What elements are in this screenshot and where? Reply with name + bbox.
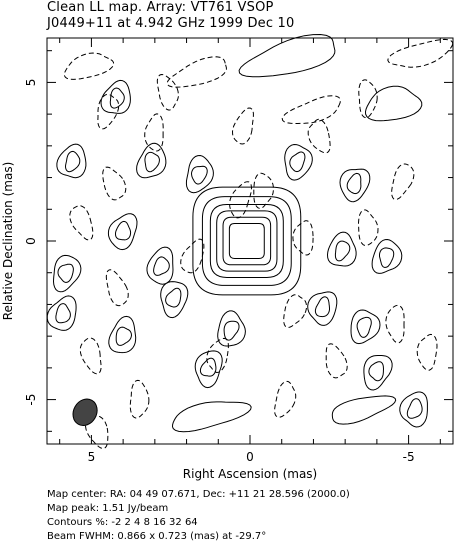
core-contour [192, 186, 302, 296]
positive-contour [217, 310, 246, 347]
positive-contour-inner [114, 220, 132, 241]
negative-contour [387, 38, 454, 68]
positive-contour [107, 213, 138, 251]
negative-contour [84, 415, 109, 450]
positive-contour [326, 231, 357, 267]
positive-contour-inner [346, 172, 362, 195]
map-peak-info: Map peak: 1.51 Jy/beam [47, 503, 169, 514]
map-center-info: Map center: RA: 04 49 07.671, Dec: +11 2… [47, 489, 350, 500]
positive-contour-inner [165, 287, 182, 308]
positive-contour [171, 401, 252, 433]
positive-contour [160, 281, 189, 319]
positive-contour [185, 154, 214, 194]
positive-contour [350, 309, 381, 345]
positive-contour [331, 395, 397, 425]
beam-ellipse [72, 398, 98, 426]
positive-contour-inner [223, 320, 240, 341]
x-tick-label: 5 [88, 450, 96, 464]
contours-info: Contours %: -2 2 4 8 16 32 64 [47, 517, 198, 528]
core-contour [216, 210, 278, 272]
positive-contour [146, 246, 174, 285]
positive-contour-inner [356, 316, 372, 338]
positive-contour [52, 254, 82, 293]
positive-contour-inner [57, 263, 74, 283]
core-contour [201, 196, 292, 286]
negative-contour [307, 118, 331, 154]
negative-contour [129, 379, 150, 419]
positive-contour-inner [109, 87, 125, 109]
negative-contour [416, 333, 438, 371]
negative-contour [391, 163, 415, 201]
axis-ticks [47, 38, 453, 444]
chart-title: Clean LL map. Array: VT761 VSOP [47, 0, 274, 15]
core-contour [228, 223, 265, 259]
positive-contour [100, 79, 131, 114]
positive-contour-inner [379, 247, 395, 268]
negative-contour [358, 79, 378, 119]
positive-contour [194, 350, 223, 389]
positive-contour-inner [199, 357, 217, 377]
positive-contour-inner [314, 296, 330, 318]
positive-contour-inner [55, 303, 71, 324]
negative-contour [281, 95, 341, 124]
negative-contour [385, 304, 405, 344]
y-axis-label: Relative Declination (mas) [1, 162, 15, 321]
negative-contour [79, 337, 102, 375]
core-contour [222, 216, 272, 266]
negative-contour [206, 337, 229, 374]
axis-tick-labels: 5 0 -5 5 0 -5 [24, 79, 415, 464]
positive-contour [363, 355, 393, 391]
positive-contour-inner [144, 151, 160, 173]
negative-contour [180, 238, 205, 274]
negative-contour [229, 181, 253, 219]
negative-contour [231, 107, 254, 145]
negative-contour [283, 294, 308, 329]
negative-contour [357, 209, 379, 247]
positive-contour-inner [368, 361, 385, 382]
contour-layer [46, 33, 454, 450]
negative-contour [144, 113, 164, 152]
negative-contour [253, 172, 274, 209]
negative-contour [69, 205, 94, 241]
positive-contour [284, 143, 313, 181]
positive-contour [307, 291, 338, 326]
negative-contour [292, 220, 314, 256]
negative-contour [105, 269, 129, 307]
negative-contour [97, 93, 120, 130]
positive-contour [339, 168, 371, 203]
positive-contour [136, 142, 167, 179]
y-tick-label: 5 [24, 79, 38, 87]
beam-info: Beam FWHM: 0.866 x 0.723 (mas) at -29.7° [47, 531, 267, 542]
x-tick-label: 0 [246, 450, 254, 464]
positive-contour [399, 391, 428, 428]
positive-contour-inner [153, 256, 170, 276]
y-tick-label: 0 [24, 237, 38, 245]
negative-contour [156, 73, 179, 111]
positive-contour-inner [406, 398, 423, 419]
chart-subtitle: J0449+11 at 4.942 GHz 1999 Dec 10 [47, 16, 295, 31]
negative-contour [325, 343, 348, 379]
positive-contour [108, 315, 137, 354]
positive-contour [46, 295, 77, 331]
positive-contour-inner [190, 165, 208, 185]
x-axis-label: Right Ascension (mas) [183, 467, 317, 481]
negative-contour [63, 52, 115, 80]
beam-layer [72, 398, 98, 426]
positive-contour [371, 238, 403, 274]
y-tick-label: -5 [24, 394, 38, 406]
positive-contour-inner [115, 326, 133, 346]
x-tick-label: -5 [403, 450, 415, 464]
positive-contour-inner [64, 150, 81, 173]
negative-contour [274, 380, 297, 418]
positive-contour [56, 143, 87, 179]
negative-contour [102, 166, 127, 201]
positive-contour-inner [334, 240, 351, 262]
negative-contour [166, 56, 227, 88]
positive-contour-inner [289, 151, 306, 173]
core-contour [209, 204, 284, 278]
positive-contour [364, 85, 423, 122]
positive-contour [238, 33, 336, 78]
